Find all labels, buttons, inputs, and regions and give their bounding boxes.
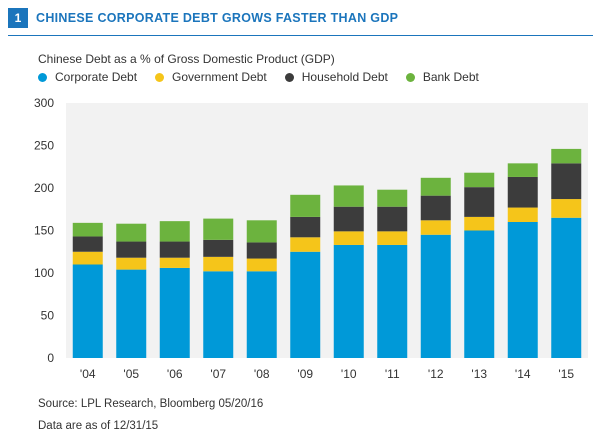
x-tick-label: '15: [558, 367, 574, 381]
bar-segment: [159, 241, 190, 258]
y-tick-label: 200: [34, 181, 54, 195]
y-tick-label: 50: [41, 309, 55, 323]
bar-segment: [290, 194, 321, 217]
bar-segment: [203, 239, 234, 257]
bar-segment: [72, 264, 103, 358]
legend-label-bank: Bank Debt: [422, 70, 479, 84]
y-tick-label: 0: [47, 351, 54, 365]
bar-segment: [290, 216, 321, 238]
x-tick-label: '14: [515, 367, 531, 381]
y-tick-label: 250: [34, 139, 54, 153]
bar-segment: [116, 223, 147, 242]
x-tick-label: '13: [471, 367, 487, 381]
bar-segment: [159, 267, 190, 358]
plot-area: [66, 103, 588, 358]
bar-segment: [333, 185, 364, 207]
bar-segment: [420, 220, 451, 235]
bar-segment: [551, 217, 582, 358]
x-tick-label: '10: [341, 367, 357, 381]
bar-segment: [159, 221, 190, 242]
y-tick-label: 150: [34, 224, 54, 238]
bar-segment: [507, 222, 538, 358]
bar-segment: [203, 256, 234, 272]
y-tick-label: 100: [34, 266, 54, 280]
chart-legend: Corporate Debt Government Debt Household…: [38, 70, 497, 84]
legend-swatch-corporate: [38, 72, 47, 82]
legend-label-government: Government Debt: [172, 70, 267, 84]
legend-label-household: Household Debt: [301, 70, 388, 84]
bar-segment: [116, 269, 147, 358]
bar-segment: [159, 257, 190, 268]
y-tick-label: 300: [34, 96, 54, 110]
bar-segment: [203, 271, 234, 358]
bar-segment: [551, 148, 582, 164]
x-tick-label: '04: [80, 367, 96, 381]
bar-segment: [72, 236, 103, 252]
bar-segment: [333, 231, 364, 245]
chart-title: Chinese Debt as a % of Gross Domestic Pr…: [38, 52, 335, 66]
bar-segment: [507, 176, 538, 208]
figure-number-badge: 1: [8, 8, 28, 28]
x-tick-label: '09: [297, 367, 313, 381]
legend-label-corporate: Corporate Debt: [55, 70, 138, 84]
bar-segment: [72, 251, 103, 265]
bar-segment: [464, 187, 495, 217]
bar-segment: [377, 244, 408, 358]
legend-swatch-bank: [405, 72, 415, 82]
bar-segment: [507, 163, 538, 177]
bar-segment: [464, 230, 495, 358]
bar-segment: [551, 163, 582, 200]
legend-swatch-government: [155, 72, 165, 82]
bar-segment: [246, 242, 277, 259]
bar-segment: [290, 237, 321, 252]
bar-segment: [377, 206, 408, 232]
legend-item-corporate: Corporate Debt: [38, 70, 137, 84]
figure-header: 1 CHINESE CORPORATE DEBT GROWS FASTER TH…: [8, 8, 398, 28]
x-tick-label: '06: [167, 367, 183, 381]
x-tick-label: '05: [123, 367, 139, 381]
figure-title: CHINESE CORPORATE DEBT GROWS FASTER THAN…: [36, 11, 399, 25]
bar-segment: [203, 218, 234, 240]
bar-segment: [246, 271, 277, 358]
bar-segment: [464, 172, 495, 188]
legend-swatch-household: [284, 72, 294, 82]
source-note: Source: LPL Research, Bloomberg 05/20/16: [38, 398, 264, 410]
legend-item-bank: Bank Debt: [405, 70, 479, 84]
bar-segment: [72, 222, 103, 237]
bar-segment: [290, 251, 321, 358]
bar-segment: [507, 207, 538, 222]
x-tick-label: '07: [210, 367, 226, 381]
data-date-note: Data are as of 12/31/15: [38, 420, 159, 432]
x-tick-label: '11: [385, 367, 400, 381]
bar-segment: [420, 195, 451, 221]
bar-segment: [420, 234, 451, 358]
bar-segment: [464, 216, 495, 231]
bar-segment: [420, 177, 451, 196]
header-rule: [8, 35, 593, 36]
legend-item-government: Government Debt: [155, 70, 267, 84]
legend-item-household: Household Debt: [284, 70, 388, 84]
bar-segment: [246, 220, 277, 243]
bar-segment: [246, 258, 277, 272]
bar-segment: [551, 199, 582, 218]
bar-segment: [377, 231, 408, 245]
bar-segment: [333, 206, 364, 232]
x-tick-label: '12: [428, 367, 444, 381]
bar-segment: [116, 241, 147, 258]
bar-segment: [116, 257, 147, 270]
bar-segment: [377, 189, 408, 207]
x-tick-label: '08: [254, 367, 270, 381]
bar-segment: [333, 244, 364, 358]
